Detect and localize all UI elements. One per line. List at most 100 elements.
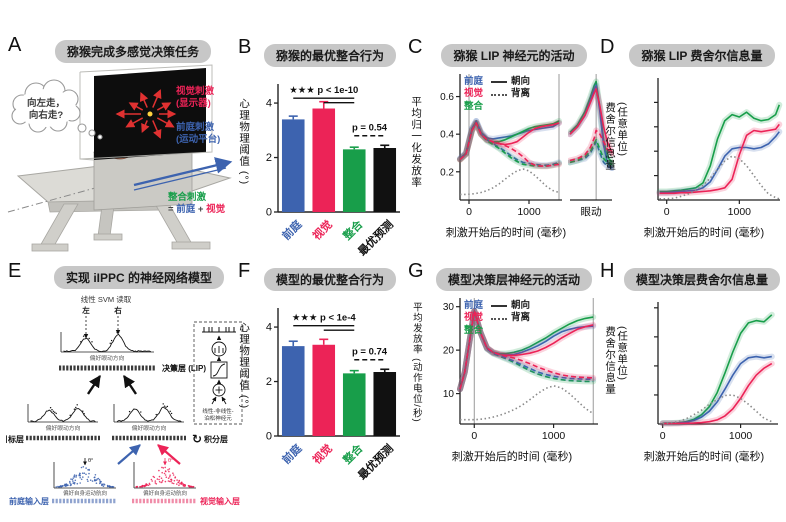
- svg-text:视觉: 视觉: [309, 217, 334, 242]
- svg-text:整合: 整合: [339, 441, 366, 468]
- legend-combined: 整合: [464, 100, 484, 112]
- panel-d: D 猕猴 LIP 费舍尔信息量 费舍尔信息量 (任意单位) 0 1000 刺激开始…: [600, 34, 784, 260]
- thought-text-line2: 向右走?: [29, 109, 64, 121]
- dotted-line-icon: [491, 93, 508, 96]
- panel-d-xlabel: 刺激开始后的时间 (毫秒): [643, 227, 765, 239]
- target-layer-label: 目标层: [6, 434, 24, 444]
- svg-text:0: 0: [266, 207, 272, 219]
- panel-g: G 模型决策层神经元的活动 平均发放率 (动作电位/秒) 10 20 30 0 1000…: [408, 258, 600, 508]
- svg-text:1000: 1000: [729, 430, 753, 442]
- panel-f-title-row: 模型的最优整合行为: [238, 268, 406, 291]
- vestibular-stimulus-label: 前庭刺激 (运动平台): [176, 122, 221, 145]
- nonlinearity-icon: [210, 361, 228, 379]
- panel-e: E 实现 iIPPC 的神经网络模型 线性 SVM 读取 左 右 偏好眼动方向: [6, 258, 250, 508]
- integration-to-decision-arrow: [123, 375, 137, 395]
- svg-text:4: 4: [266, 98, 272, 110]
- svg-text:眼动: 眼动: [581, 206, 602, 218]
- legend-vestibular: 前庭: [464, 76, 484, 87]
- right-choice-label: 右: [113, 305, 122, 315]
- panel-d-title-row: 猕猴 LIP 费舍尔信息量: [600, 44, 784, 67]
- panel-h-xlabel: 刺激开始后的时间 (毫秒): [643, 451, 765, 463]
- panel-c: C 猕猴 LIP 神经元的活动 平均归一化发放率 0.2 0.4 0.6 0 1000 …: [408, 34, 614, 260]
- svg-text:0.4: 0.4: [440, 130, 454, 141]
- solid-line-icon: [491, 81, 508, 84]
- theta-label-1: θ°: [88, 458, 93, 464]
- panel-a-title-row: 猕猴完成多感觉决策任务: [6, 40, 238, 63]
- svg-text:0.2: 0.2: [440, 167, 454, 178]
- panel-h: H 模型决策层费舍尔信息量 费舍尔信息量 (任意单位) 0 1000 刺激开始后的…: [600, 258, 784, 508]
- vestibular-input-label: 前庭输入层: [9, 496, 49, 506]
- left-choice-label: 左: [81, 305, 90, 315]
- svg-text:0: 0: [466, 206, 472, 218]
- svg-text:1000: 1000: [542, 430, 566, 442]
- lnp-caption-line2: 泊松神经元: [204, 414, 232, 422]
- pref-saccade-label-2: 偏好眼动方向: [46, 424, 81, 432]
- svg-text:p = 0.54: p = 0.54: [352, 123, 388, 134]
- panel-d-ylabel: 费舍尔信息量 (任意单位): [604, 102, 629, 171]
- panel-h-title: 模型决策层费舍尔信息量: [623, 268, 780, 291]
- panel-e-letter: E: [8, 260, 22, 282]
- svg-text:2: 2: [266, 376, 272, 388]
- thought-text-line1: 向左走，: [27, 97, 65, 109]
- svg-text:★★★ p < 1e-10: ★★★ p < 1e-10: [289, 85, 358, 96]
- panel-h-title-row: 模型决策层费舍尔信息量: [600, 268, 784, 291]
- neuron-eq: =: [180, 364, 185, 373]
- monkey-platform-illustration: 向左走， 向右走?: [7, 64, 233, 252]
- panel-g-title-row: 模型决策层神经元的活动: [408, 268, 600, 291]
- panel-b-title: 猕猴的最优整合行为: [263, 44, 396, 67]
- theta-label-2: θ°: [168, 458, 173, 464]
- integration-layer-plot: 偏好眼动方向: [113, 403, 184, 432]
- lnp-neuron-box: =: [171, 321, 243, 425]
- panel-c-letter: C: [408, 36, 423, 58]
- panel-g-legend: 前庭 视觉 整合 朝向 背离: [464, 300, 530, 337]
- legend-away: 背离: [511, 312, 531, 324]
- svg-text:0: 0: [660, 430, 666, 442]
- legend-away: 背离: [511, 88, 531, 100]
- svg-text:10: 10: [443, 389, 455, 400]
- panel-b-title-row: 猕猴的最优整合行为: [238, 44, 406, 67]
- panel-f: F 模型的最优整合行为 心理物理阈值 (°) 0 2 4 前庭 视觉 整合 最优预测 ★★★ …: [238, 258, 406, 508]
- lnp-caption-line1: 线性-非线性-: [202, 407, 233, 415]
- pref-saccade-label-3: 偏好眼动方向: [132, 424, 167, 432]
- neuron-dot-icon: [171, 365, 177, 371]
- visual-stimulus-label: 视觉刺激 (显示器): [176, 86, 215, 109]
- panel-c-main-chart: 0.2 0.4 0.6 0 1000: [440, 74, 562, 218]
- panel-g-ylabel: 平均发放率 (动作电位/秒): [410, 302, 422, 423]
- fixation-dot: [147, 111, 153, 117]
- panel-g-line-chart: 10 20 30 0 1000: [443, 298, 598, 442]
- motion-direction-arrow: [133, 157, 233, 191]
- svg-text:1000: 1000: [517, 206, 541, 218]
- recurrent-loop-icon: ↻: [192, 432, 202, 446]
- panel-d-title: 猕猴 LIP 费舍尔信息量: [629, 44, 775, 67]
- svg-text:0: 0: [664, 206, 670, 218]
- panel-a: A 猕猴完成多感觉决策任务: [6, 34, 238, 258]
- svg-text:视觉: 视觉: [309, 441, 334, 466]
- svg-text:0.6: 0.6: [440, 92, 454, 103]
- pref-heading-label-2: 偏好自身运动航向: [143, 489, 187, 497]
- svg-text:★★★ p < 1e-4: ★★★ p < 1e-4: [292, 313, 357, 324]
- svg-text:0: 0: [266, 431, 272, 443]
- panel-f-title: 模型的最优整合行为: [263, 268, 396, 291]
- svg-text:整合: 整合: [339, 217, 366, 244]
- panel-g-xlabel: 刺激开始后的时间 (毫秒): [451, 451, 573, 463]
- svg-text:0: 0: [471, 430, 477, 442]
- thought-bubble: 向左走， 向右走?: [11, 79, 103, 140]
- panel-c-title-row: 猕猴 LIP 神经元的活动: [408, 44, 600, 67]
- panel-c-xlabel: 刺激开始后的时间 (毫秒): [445, 227, 567, 239]
- platform-axis-line: [7, 179, 125, 213]
- panel-f-letter: F: [238, 260, 251, 282]
- panel-c-ylabel: 平均归一化发放率: [410, 96, 423, 188]
- decision-layer-label: 决策层 (LIP): [162, 363, 206, 373]
- network-model-diagram: 线性 SVM 读取 左 右 偏好眼动方向 决策层 (LIP) 偏好眼动: [6, 294, 243, 506]
- legend-visual: 视觉: [464, 312, 484, 324]
- pref-heading-label-1: 偏好自身运动航向: [63, 489, 107, 497]
- linear-sum-icon: [212, 383, 226, 397]
- visual-input-plot: θ° 偏好自身运动航向: [133, 458, 196, 497]
- panel-g-title: 模型决策层神经元的活动: [435, 268, 592, 291]
- panel-h-line-chart: 0 1000: [654, 302, 778, 442]
- panel-d-line-chart: 0 1000: [654, 78, 783, 218]
- svg-text:前庭: 前庭: [279, 217, 304, 242]
- solid-line-icon: [491, 305, 508, 308]
